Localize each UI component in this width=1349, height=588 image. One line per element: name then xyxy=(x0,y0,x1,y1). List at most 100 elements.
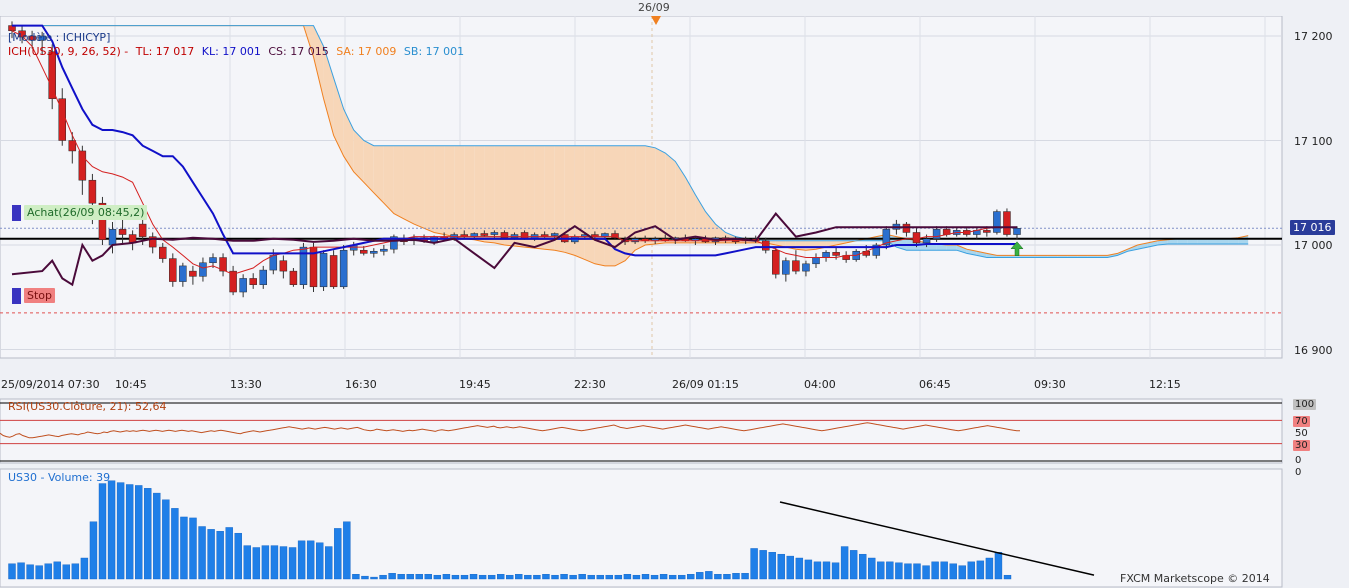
volume-bar xyxy=(134,485,143,580)
ichimoku-cloud-segment xyxy=(1177,238,1188,244)
ichimoku-cloud-segment xyxy=(434,145,445,235)
volume-bar xyxy=(596,574,604,580)
volume-bar xyxy=(198,526,206,580)
x-tick-label: 09:30 xyxy=(1034,378,1066,391)
volume-bar xyxy=(487,574,496,580)
main-chart-panel[interactable] xyxy=(0,16,1349,372)
volume-bar xyxy=(80,557,89,580)
volume-bar xyxy=(533,574,541,580)
indicator-legend: ICH(US30, 9, 26, 52) - TL: 17 017 KL: 17… xyxy=(8,45,464,58)
candle-body xyxy=(269,255,278,271)
rsi-panel[interactable] xyxy=(0,397,1349,465)
volume-bar xyxy=(804,559,813,580)
candle-body xyxy=(179,265,187,282)
volume-bar xyxy=(605,574,613,580)
rsi-chart[interactable] xyxy=(0,397,1349,465)
volume-bar xyxy=(297,540,306,580)
x-tick-label: 10:45 xyxy=(115,378,147,391)
volume-bar xyxy=(551,574,559,580)
volume-bar xyxy=(497,574,505,580)
volume-bar xyxy=(469,574,478,580)
rsi-level-70: 70 xyxy=(1293,416,1310,427)
volume-bar xyxy=(795,557,804,580)
x-tick-label: 19:45 xyxy=(459,378,491,391)
ichimoku-cloud-segment xyxy=(353,130,364,183)
buy-order-handle[interactable] xyxy=(12,205,21,221)
x-tick-label: 22:30 xyxy=(574,378,606,391)
ichimoku-label: ICH(US30, 9, 26, 52) - xyxy=(8,45,129,58)
stop-order-label[interactable]: Stop xyxy=(24,288,56,303)
volume-chart[interactable] xyxy=(0,467,1349,588)
stop-order-handle[interactable] xyxy=(12,288,21,304)
volume-bar xyxy=(334,528,342,580)
volume-bar xyxy=(976,560,985,580)
volume-bar xyxy=(985,557,994,580)
ichimoku-cloud-segment xyxy=(373,145,384,204)
volume-bar xyxy=(343,521,351,580)
ichimoku-cloud-segment xyxy=(836,240,847,245)
volume-bar xyxy=(207,529,215,580)
candle-body xyxy=(631,238,639,243)
volume-bar xyxy=(931,561,939,580)
rsi-level-0: 0 xyxy=(1295,455,1302,466)
ichimoku-cloud-segment xyxy=(544,145,555,251)
ichimoku-cloud-segment xyxy=(383,145,394,214)
candle-body xyxy=(762,240,770,251)
candle-body xyxy=(289,270,298,285)
x-tick-label: 04:00 xyxy=(804,378,836,391)
candle-body xyxy=(882,229,891,246)
ichimoku-cloud-segment xyxy=(946,245,957,251)
volume-panel[interactable] xyxy=(0,467,1349,588)
ichimoku-cloud-segment xyxy=(986,253,997,258)
candle-body xyxy=(239,278,247,293)
volume-bar xyxy=(153,492,161,580)
candle-body xyxy=(339,249,348,288)
volume-bar xyxy=(370,576,378,580)
volume-trend-line xyxy=(779,501,1095,576)
ichimoku-cloud-segment xyxy=(625,145,636,261)
volume-bar xyxy=(849,550,858,580)
ichimoku-cloud-segment xyxy=(705,211,716,243)
ichimoku-cloud-segment xyxy=(554,145,565,253)
candle-body xyxy=(902,223,911,233)
volume-bar xyxy=(696,572,704,580)
candle-body xyxy=(792,260,800,272)
ichimoku-cloud-segment xyxy=(665,153,676,243)
volume-bar xyxy=(415,574,423,580)
x-tick-label: 26/09 01:15 xyxy=(672,378,739,391)
current-price-badge: 17 016 xyxy=(1290,220,1335,235)
candle-body xyxy=(932,229,941,239)
ichimoku-cloud-segment xyxy=(534,145,545,250)
candle-body xyxy=(802,263,810,272)
ichimoku-cloud-segment xyxy=(403,145,414,225)
ichimoku-cloud-segment xyxy=(685,177,696,243)
volume-bar xyxy=(1003,574,1012,580)
candle-body xyxy=(249,278,257,285)
volume-bar xyxy=(859,553,867,580)
x-axis: 25/09/2014 07:30 10:45 13:30 16:30 19:45… xyxy=(0,373,1290,395)
ichimoku-cloud-segment xyxy=(695,194,706,243)
candle-body xyxy=(68,140,77,152)
volume-bar xyxy=(478,574,487,580)
senkou-b-value: SB: 17 001 xyxy=(403,45,465,58)
candle-body xyxy=(480,233,489,236)
ichimoku-cloud-segment xyxy=(675,161,686,243)
volume-bar xyxy=(506,574,514,580)
volume-bar xyxy=(89,521,98,580)
rsi-level-100: 100 xyxy=(1293,399,1317,410)
candle-body xyxy=(1013,228,1021,235)
candle-body xyxy=(772,249,780,275)
buy-order-label[interactable]: Achat(26/09 08:45,2) xyxy=(24,205,148,220)
volume-bar xyxy=(216,531,224,580)
footer-credit: FXCM Marketscope © 2014 xyxy=(1120,572,1270,585)
ichimoku-cloud-segment xyxy=(916,240,927,251)
y-tick-label: 17 100 xyxy=(1294,135,1333,148)
volume-bar xyxy=(569,574,577,580)
ichimoku-cloud-segment xyxy=(574,145,585,260)
candle-body xyxy=(983,230,991,233)
candle-body xyxy=(38,35,46,41)
rsi-level-30: 30 xyxy=(1293,440,1310,451)
price-chart[interactable] xyxy=(0,16,1349,372)
volume-bar xyxy=(424,574,432,580)
senkou-a-value: SA: 17 009 xyxy=(336,45,397,58)
